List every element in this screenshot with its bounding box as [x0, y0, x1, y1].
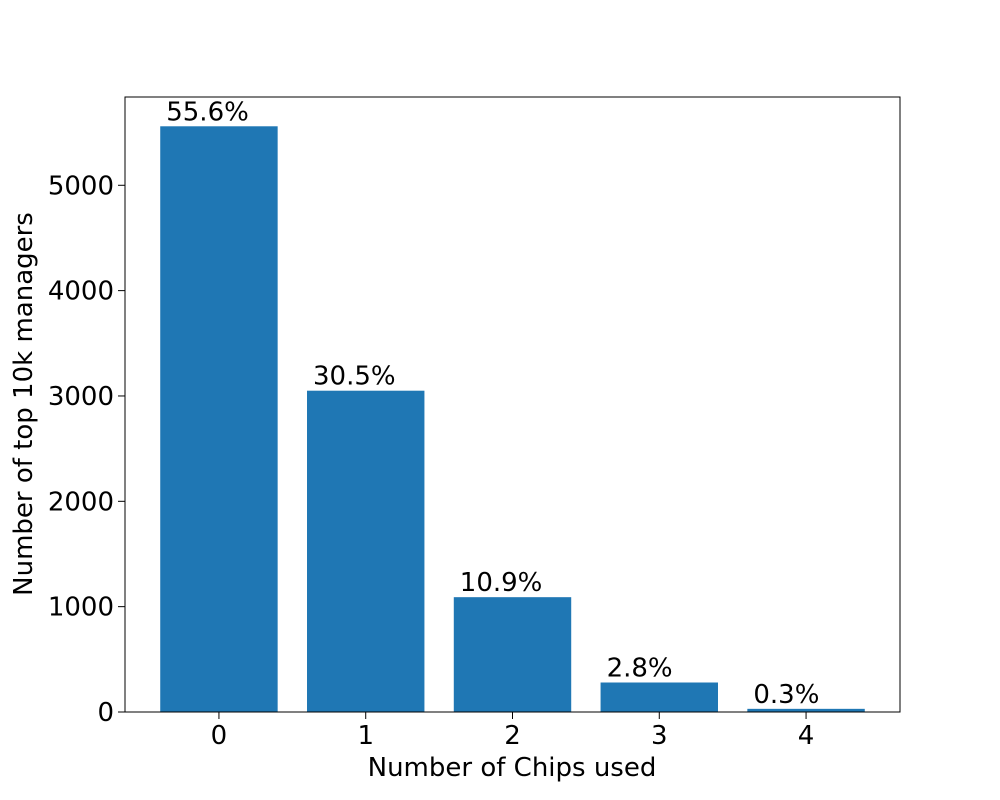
y-tick-label: 4000: [48, 277, 114, 307]
y-tick-label: 2000: [48, 487, 114, 517]
bar: [747, 708, 865, 712]
x-tick-label: 0: [211, 721, 228, 751]
x-tick-label: 3: [651, 721, 668, 751]
y-tick-label: 5000: [48, 171, 114, 201]
y-tick-label: 3000: [48, 382, 114, 412]
bar: [160, 126, 278, 713]
x-tick-label: 2: [504, 721, 521, 751]
y-tick-label: 0: [97, 698, 114, 728]
data-label: 55.6%: [166, 97, 249, 127]
data-label: 0.3%: [753, 680, 819, 710]
plot-frame: [124, 96, 901, 713]
bar: [600, 682, 718, 712]
bar: [307, 390, 425, 712]
y-tick-label: 1000: [48, 593, 114, 623]
data-label: 30.5%: [313, 362, 396, 392]
y-axis-label: Number of top 10k managers: [9, 212, 39, 596]
x-tick-label: 4: [798, 721, 815, 751]
x-tick-label: 1: [357, 721, 374, 751]
data-label: 2.8%: [607, 654, 673, 684]
data-label: 10.9%: [460, 568, 543, 598]
bar: [453, 597, 572, 712]
x-axis-label: Number of Chips used: [368, 753, 657, 783]
